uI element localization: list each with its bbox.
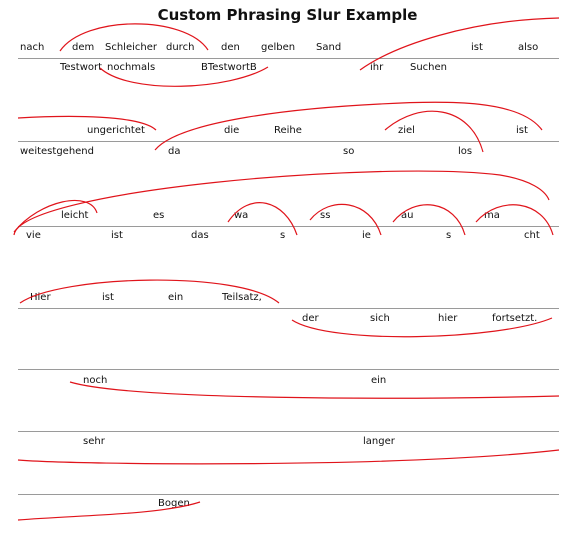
lyric-word: Teilsatz, bbox=[222, 292, 262, 303]
staff-line-6 bbox=[18, 431, 559, 432]
lyric-word: cht bbox=[524, 230, 540, 241]
slur bbox=[69, 381, 560, 399]
lyric-word: Schleicher bbox=[105, 42, 157, 53]
lyric-word: nach bbox=[20, 42, 45, 53]
lyric-word: weitestgehend bbox=[20, 146, 94, 157]
lyric-word: ist bbox=[471, 42, 483, 53]
lyric-word: Sand bbox=[316, 42, 342, 53]
lyric-word: sehr bbox=[83, 436, 105, 447]
lyric-word: Hier bbox=[30, 292, 51, 303]
lyric-word: die bbox=[224, 125, 240, 136]
slur bbox=[227, 202, 298, 236]
lyric-word: noch bbox=[83, 375, 108, 386]
slur bbox=[154, 101, 543, 151]
slur bbox=[17, 449, 560, 465]
lyric-word: ein bbox=[168, 292, 184, 303]
slur bbox=[99, 66, 269, 87]
lyric-word: gelben bbox=[261, 42, 296, 53]
lyric-word: ss bbox=[320, 210, 331, 221]
lyric-word: da bbox=[168, 146, 181, 157]
lyric-word: ungerichtet bbox=[87, 125, 145, 136]
slur bbox=[17, 115, 157, 131]
lyric-word: das bbox=[191, 230, 209, 241]
lyric-word: den bbox=[221, 42, 240, 53]
slur bbox=[359, 17, 560, 71]
staff-line-1 bbox=[18, 58, 559, 59]
lyric-word: fortsetzt. bbox=[492, 313, 538, 324]
lyric-word: sich bbox=[370, 313, 390, 324]
slur bbox=[19, 279, 280, 304]
slur bbox=[59, 23, 209, 52]
lyric-word: leicht bbox=[61, 210, 89, 221]
lyric-word: ie bbox=[362, 230, 371, 241]
lyric-word: wa bbox=[234, 210, 249, 221]
slur bbox=[309, 203, 382, 236]
lyric-word: durch bbox=[166, 42, 195, 53]
lyric-word: also bbox=[518, 42, 539, 53]
lyric-word: BTestwortB bbox=[201, 62, 257, 73]
staff-line-3 bbox=[18, 226, 559, 227]
staff-line-7 bbox=[18, 494, 559, 495]
lyric-word: ma bbox=[484, 210, 500, 221]
lyric-word: ihr bbox=[370, 62, 384, 73]
page-title: Custom Phrasing Slur Example bbox=[157, 6, 418, 24]
lyric-word: ein bbox=[371, 375, 387, 386]
lyric-word: dem bbox=[72, 42, 95, 53]
lyric-word: au bbox=[401, 210, 414, 221]
lyric-word: Reihe bbox=[274, 125, 302, 136]
staff-line-5 bbox=[18, 369, 559, 370]
slur bbox=[13, 199, 98, 233]
lyric-word: Testwort bbox=[60, 62, 103, 73]
lyric-word: ist bbox=[102, 292, 114, 303]
slur bbox=[392, 204, 466, 236]
lyric-word: Bogen bbox=[158, 498, 190, 509]
slur bbox=[13, 170, 550, 236]
lyric-word: langer bbox=[363, 436, 395, 447]
lyric-word: ist bbox=[111, 230, 123, 241]
lyric-word: der bbox=[302, 313, 319, 324]
lyric-word: s bbox=[280, 230, 286, 241]
lyric-word: es bbox=[153, 210, 165, 221]
lyric-word: nochmals bbox=[107, 62, 156, 73]
lyric-word: vie bbox=[26, 230, 41, 241]
lyric-word: s bbox=[446, 230, 452, 241]
lyric-word: ziel bbox=[398, 125, 415, 136]
slur bbox=[384, 110, 484, 153]
slur bbox=[17, 501, 201, 521]
lyric-word: los bbox=[458, 146, 473, 157]
slur bbox=[291, 317, 553, 338]
staff-line-2 bbox=[18, 141, 559, 142]
lyric-word: Suchen bbox=[410, 62, 448, 73]
staff-line-4 bbox=[18, 308, 559, 309]
lyric-word: ist bbox=[516, 125, 528, 136]
slur bbox=[475, 204, 554, 236]
lyric-word: so bbox=[343, 146, 355, 157]
lyric-word: hier bbox=[438, 313, 458, 324]
